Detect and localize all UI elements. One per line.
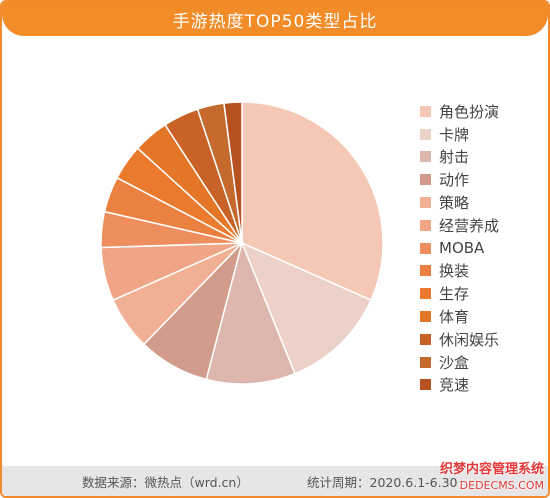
- legend-label: 体育: [439, 308, 470, 327]
- legend-item: 休闲娱乐: [420, 328, 545, 351]
- pie-slice-3: [205, 240, 296, 385]
- watermark: 织梦内容管理系统 DEDECMS.COM: [440, 462, 544, 494]
- legend-item: 角色扮演: [420, 100, 545, 123]
- legend-swatch: [420, 379, 431, 391]
- legend-item: 动作: [420, 168, 545, 191]
- legend-swatch: [420, 311, 431, 323]
- legend-item: 经营养成: [420, 214, 545, 237]
- legend-item: 沙盒: [420, 351, 545, 374]
- legend-label: 射击: [439, 148, 470, 167]
- legend-swatch: [420, 333, 431, 345]
- legend-item: 体育: [420, 305, 545, 328]
- watermark-line2: DEDECMS.COM: [459, 479, 544, 492]
- legend-swatch: [420, 174, 431, 186]
- legend-swatch: [420, 356, 431, 368]
- legend-item: 射击: [420, 146, 545, 169]
- legend-item: 换装: [420, 260, 545, 283]
- legend-item: 卡牌: [420, 123, 545, 146]
- legend-label: 经营养成: [439, 216, 500, 235]
- legend-label: 竞速: [439, 376, 470, 395]
- legend-swatch: [420, 265, 431, 277]
- pie-slice-1: [241, 101, 384, 302]
- watermark-line1: 织梦内容管理系统: [439, 462, 544, 477]
- legend-label: 换装: [439, 262, 470, 281]
- legend-swatch: [420, 288, 431, 300]
- legend-label: 角色扮演: [439, 102, 500, 121]
- legend-label: 策略: [439, 194, 470, 213]
- legend-label: 沙盒: [439, 353, 470, 372]
- legend: 角色扮演卡牌射击动作策略经营养成 MOBA 换装生存体育休闲娱乐沙盒竞速: [420, 100, 545, 396]
- legend-item: 生存: [420, 282, 545, 305]
- legend-swatch: [420, 128, 431, 140]
- legend-label: MOBA: [439, 239, 485, 258]
- legend-swatch: [420, 105, 431, 117]
- legend-label: 动作: [439, 171, 470, 190]
- legend-swatch: [420, 197, 431, 209]
- pie-slice-2: [240, 241, 372, 375]
- chart-title: 手游热度TOP50类型占比: [172, 11, 378, 32]
- footer-period: 统计周期：2020.6.1-6.30: [307, 474, 458, 490]
- legend-swatch: [420, 151, 431, 163]
- legend-swatch: [420, 242, 431, 254]
- pie-slice-13: [223, 101, 243, 244]
- legend-item: MOBA: [420, 237, 545, 260]
- legend-item: 策略: [420, 191, 545, 214]
- legend-label: 卡牌: [439, 125, 470, 144]
- legend-swatch: [420, 219, 431, 231]
- title-bar: 手游热度TOP50类型占比: [2, 2, 548, 36]
- pie-chart: [100, 101, 384, 385]
- legend-label: 休闲娱乐: [439, 330, 500, 349]
- legend-item: 竞速: [420, 374, 545, 397]
- footer: 数据来源：微热点（wrd.cn） 统计周期：2020.6.1-6.30: [2, 466, 548, 496]
- legend-label: 生存: [439, 285, 470, 304]
- footer-source: 数据来源：微热点（wrd.cn）: [82, 474, 249, 490]
